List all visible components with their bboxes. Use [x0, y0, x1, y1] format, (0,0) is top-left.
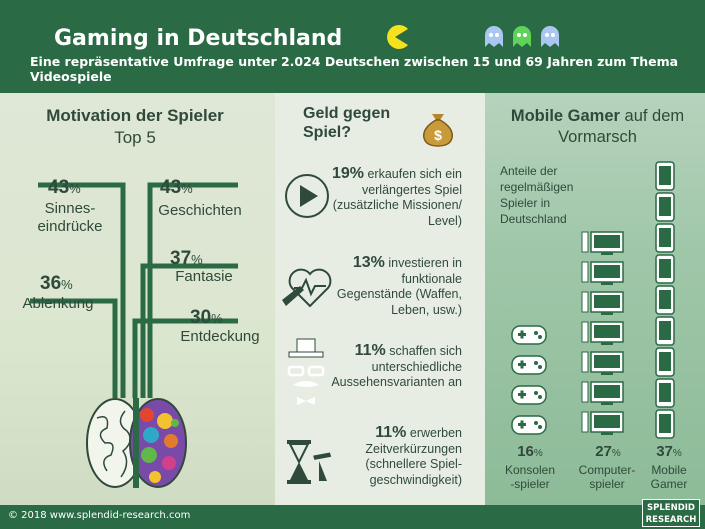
footer: © 2018 www.splendid-research.com: [0, 505, 705, 529]
monitor-icon: [581, 351, 624, 375]
monitor-icon-column: [581, 231, 624, 435]
mobile-title: Mobile Gamer auf dem Vormarsch: [510, 107, 685, 146]
monitor-icon: [581, 411, 624, 435]
gamepad-icon: [511, 385, 547, 405]
motivation-pct-2: 43%: [160, 177, 193, 198]
mobile-label-mobile: Mobile Gamer: [650, 463, 688, 491]
mobile-label-console: Konsolen -spieler: [504, 463, 556, 491]
smartphone-icon: [655, 223, 675, 253]
header-banner: Gaming in Deutschland Eine repräsentativ…: [0, 0, 705, 93]
money-bag-icon: $: [423, 114, 453, 147]
geld-item-4: 11% erwerben Zeitverkürzungen (schneller…: [365, 424, 462, 487]
gamepad-icon: [511, 355, 547, 375]
monitor-icon: [581, 381, 624, 405]
pacman-icon: [387, 25, 408, 49]
mobile-pct-mobile: 37%: [656, 443, 682, 460]
footer-copyright: © 2018 www.splendid-research.com: [8, 510, 191, 521]
mobile-share-text: Anteile der regelmäßigen Spieler in Deut…: [500, 164, 574, 226]
motivation-label-3: Fantasie: [175, 268, 233, 285]
motivation-title: Motivation der Spieler: [46, 106, 224, 125]
smartphone-icon: [655, 378, 675, 408]
splendid-logo: SPLENDID RESEARCH: [642, 499, 700, 527]
motivation-label-2: Geschichten: [158, 202, 242, 219]
page-title: Gaming in Deutschland: [54, 26, 343, 51]
motivation-label-1: Sinnes-eindrücke: [37, 200, 103, 235]
gamepad-icon: [511, 415, 547, 435]
page-subtitle: Eine repräsentative Umfrage unter 2.024 …: [30, 54, 679, 84]
ghosts-icon: [485, 26, 559, 47]
smartphone-icon: [655, 254, 675, 284]
motivation-label-4: Ablenkung: [22, 295, 94, 312]
monitor-icon: [581, 321, 624, 345]
gamepad-icon-column: [511, 325, 547, 435]
motivation-subtitle: Top 5: [114, 128, 156, 147]
geld-panel: [275, 93, 485, 505]
smartphone-icon: [655, 285, 675, 315]
heart-weapon-icon: [282, 268, 332, 308]
mobile-pct-computer: 27%: [595, 443, 621, 460]
smartphone-icon: [655, 347, 675, 377]
smartphone-icon: [655, 409, 675, 439]
smartphone-icon-column: [655, 161, 675, 439]
brain-icon: [86, 398, 187, 488]
smartphone-icon: [655, 192, 675, 222]
smartphone-icon: [655, 316, 675, 346]
monitor-icon: [581, 261, 624, 285]
hipster-face-icon: [287, 338, 325, 405]
motivation-pct-1: 43%: [48, 177, 81, 198]
mobile-icons-chart: [511, 161, 675, 439]
monitor-icon: [581, 291, 624, 315]
geld-item-3: 11% schaffen sich unterschiedliche Ausse…: [331, 342, 462, 390]
hourglass-icon: [287, 440, 332, 484]
motivation-pct-3: 37%: [170, 248, 203, 269]
motivation-pct-4: 36%: [40, 273, 73, 294]
brain-wires: [30, 182, 238, 398]
mobile-pct-console: 16%: [517, 443, 543, 460]
mobile-label-computer: Computer-spieler: [578, 463, 636, 491]
play-icon: [285, 174, 329, 218]
svg-text:$: $: [434, 127, 442, 143]
geld-item-2: 13% investieren in funktionale Gegenstän…: [336, 254, 462, 317]
geld-title: Geld gegen Spiel?: [303, 105, 391, 141]
gamepad-icon: [511, 325, 547, 345]
geld-item-1: 19% erkaufen sich ein verlängertes Spiel…: [331, 165, 462, 228]
motivation-pct-5: 30%: [190, 307, 223, 328]
monitor-icon: [581, 231, 624, 255]
smartphone-icon: [655, 161, 675, 191]
motivation-label-5: Entdeckung: [180, 328, 260, 345]
